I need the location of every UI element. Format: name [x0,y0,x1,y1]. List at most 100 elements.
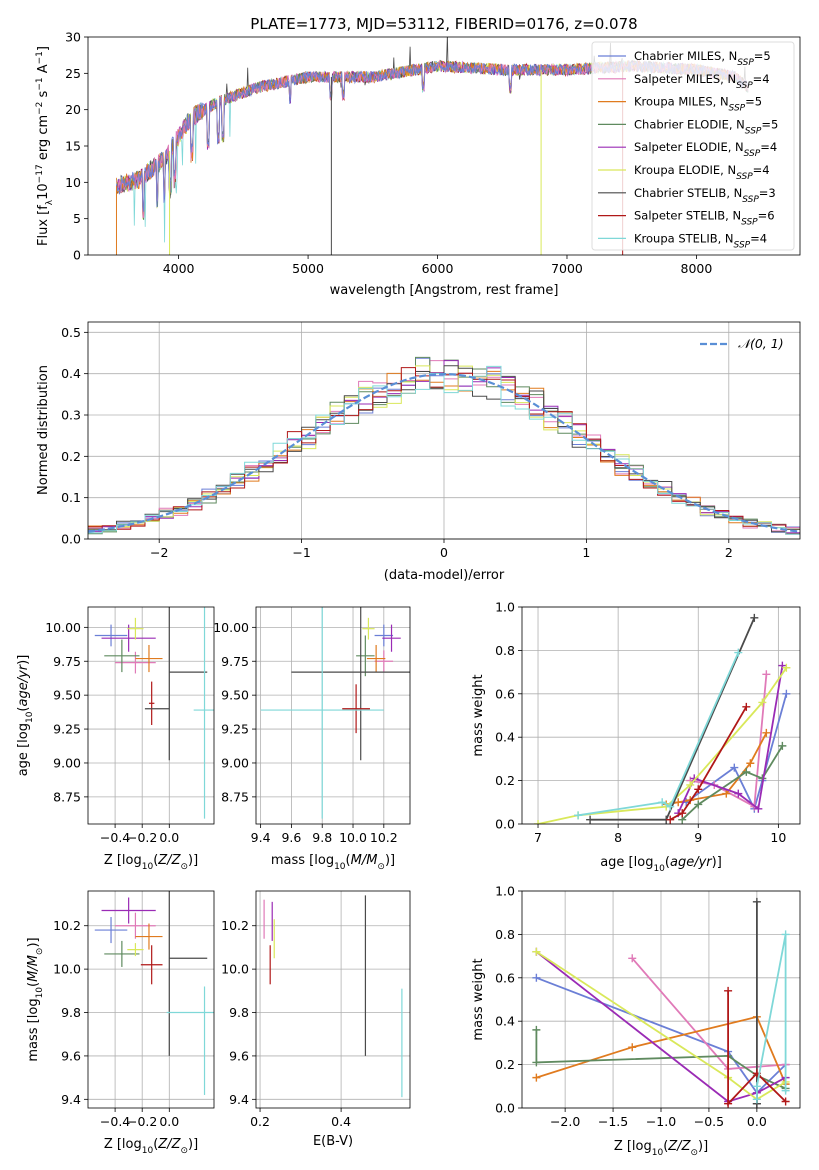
marker-salpeter-stelib [742,702,751,711]
spectrum-ylabel: Flux [fλ10−17 erg cm−2 s−1 A−1] [35,46,55,246]
y-tick-label: 9.8 [229,1005,249,1020]
plot-area [263,895,403,1098]
y-tick-label: 0.8 [495,643,515,658]
y-tick-label: 10.2 [221,918,249,933]
plot-area [532,897,790,1108]
y-tick-label: 0.0 [495,1101,515,1116]
x-tick-label: −0.4 [100,830,130,845]
y-tick-label: 20 [65,102,81,117]
marker-salpeter-stelib [781,1097,790,1106]
marker-chabrier-elodie [742,767,751,776]
legend-label-chabrier-stelib: Chabrier STELIB, NSSP=3 [634,186,776,205]
marker-salpeter-elodie [734,789,743,798]
age-vs-Z-panel: −0.4−0.2 0.0 8.75 9.00 9.25 9.50 9.75 10.00 Z [l… [16,606,215,872]
marker-kroupa-miles [762,728,771,737]
age-vs-Z-ylabel: age [log10(age/yr)] [16,655,35,777]
y-tick-label: 5 [73,211,81,226]
marker-salpeter-stelib [678,809,687,818]
x-tick-label: −2 [150,545,168,560]
x-tick-label: 9.4 [251,830,271,845]
y-tick-label: 9.4 [229,1092,249,1107]
residuals-xlabel: (data-model)/error [384,568,505,583]
y-tick-label: 0 [73,248,81,263]
x-tick-label: 0.2 [250,1114,270,1129]
y-tick-label: 0.3 [61,408,81,423]
x-tick-label: 7 [534,830,542,845]
age-vs-Z-xlabel: Z [log10(Z/Z⊙)] [104,853,198,872]
line-kroupa-stelib [756,934,787,1100]
x-tick-label: 0.4 [331,1114,351,1129]
x-tick-label: 9.6 [281,830,301,845]
y-tick-label: 0.4 [495,730,515,745]
y-tick-label: 0.4 [495,1014,515,1029]
y-tick-label: 9.50 [221,688,249,703]
y-tick-label: 0.1 [61,490,81,505]
plot-area [94,607,214,819]
y-tick-label: 0.4 [61,366,81,381]
marker-kroupa-miles [722,789,731,798]
y-tick-label: 0.2 [61,449,81,464]
marker-kroupa-elodie [782,663,791,672]
legend-label-salpeter-elodie: Salpeter ELODIE, NSSP=4 [634,140,777,159]
marker-kroupa-elodie [534,820,543,824]
age-vs-mass-panel: 9.4 9.6 9.8 10.0 10.2 8.75 9.00 9.25 9.50 9.75 10.… [213,606,411,872]
x-tick-label: 4000 [163,261,195,276]
y-tick-label: 0.8 [495,927,515,942]
marker-chabrier-elodie [694,800,703,809]
x-tick-label: 7000 [551,261,583,276]
y-tick-label: 8.75 [221,789,249,804]
x-tick-label: 9.8 [312,830,332,845]
plot-area [534,613,791,824]
marker-kroupa-stelib [734,648,743,657]
mass-vs-EBV-xlabel: E(B-V) [313,1134,353,1149]
marker-salpeter-stelib [694,785,703,794]
axes-frame [87,890,215,1109]
marker-kroupa-miles [674,798,683,807]
weight-vs-Z-xlabel: Z [log10(Z/Z⊙)] [614,1139,708,1158]
y-tick-label: 1.0 [495,600,515,615]
legend-label-normal: 𝒩(0, 1) [738,336,784,351]
x-tick-label: −1 [292,545,310,560]
marker-salpeter-elodie [754,804,763,813]
marker-chabrier-miles [782,689,791,698]
marker-kroupa-elodie [532,947,541,956]
weight-vs-Z-ylabel: mass weight [471,958,486,1040]
marker-kroupa-miles [746,759,755,768]
line-salpeter-stelib [727,990,787,1106]
marker-salpeter-miles [628,954,637,963]
marker-kroupa-stelib [781,930,790,939]
marker-chabrier-miles [730,763,739,772]
marker-salpeter-stelib [724,1099,733,1108]
axes-frame [87,606,215,825]
y-tick-label: 9.6 [229,1048,249,1063]
x-tick-label: 8 [614,830,622,845]
normal-curve [88,373,798,533]
y-tick-label: 10.00 [213,620,249,635]
marker-kroupa-stelib [666,802,675,811]
line-chabrier-miles [685,693,788,812]
x-tick-label: −0.5 [694,1114,724,1129]
y-tick-label: 0.2 [495,773,515,788]
y-tick-label: 0.6 [495,686,515,701]
spectrum-xlabel: wavelength [Angstrom, rest frame] [330,283,559,298]
plot-area [88,356,800,535]
x-tick-label: 8000 [681,261,713,276]
y-tick-label: 0.0 [495,817,515,832]
x-tick-label: 5000 [292,261,324,276]
line-salpeter-stelib [669,706,748,821]
marker-salpeter-stelib [666,815,675,824]
y-tick-label: 9.75 [53,654,81,669]
marker-chabrier-miles [532,973,541,982]
weight-vs-age-ylabel: mass weight [471,674,486,756]
axes-frame [255,890,411,1109]
marker-salpeter-stelib [724,986,733,995]
y-tick-label: 0.5 [61,325,81,340]
marker-kroupa-stelib [752,1095,761,1104]
marker-kroupa-elodie [758,698,767,707]
x-tick-label: 1 [582,545,590,560]
x-tick-label: −1.0 [646,1114,676,1129]
x-tick-label: 9 [694,830,702,845]
legend-label-kroupa-miles: Kroupa MILES, NSSP=5 [634,95,762,114]
x-tick-label: 6000 [422,261,454,276]
